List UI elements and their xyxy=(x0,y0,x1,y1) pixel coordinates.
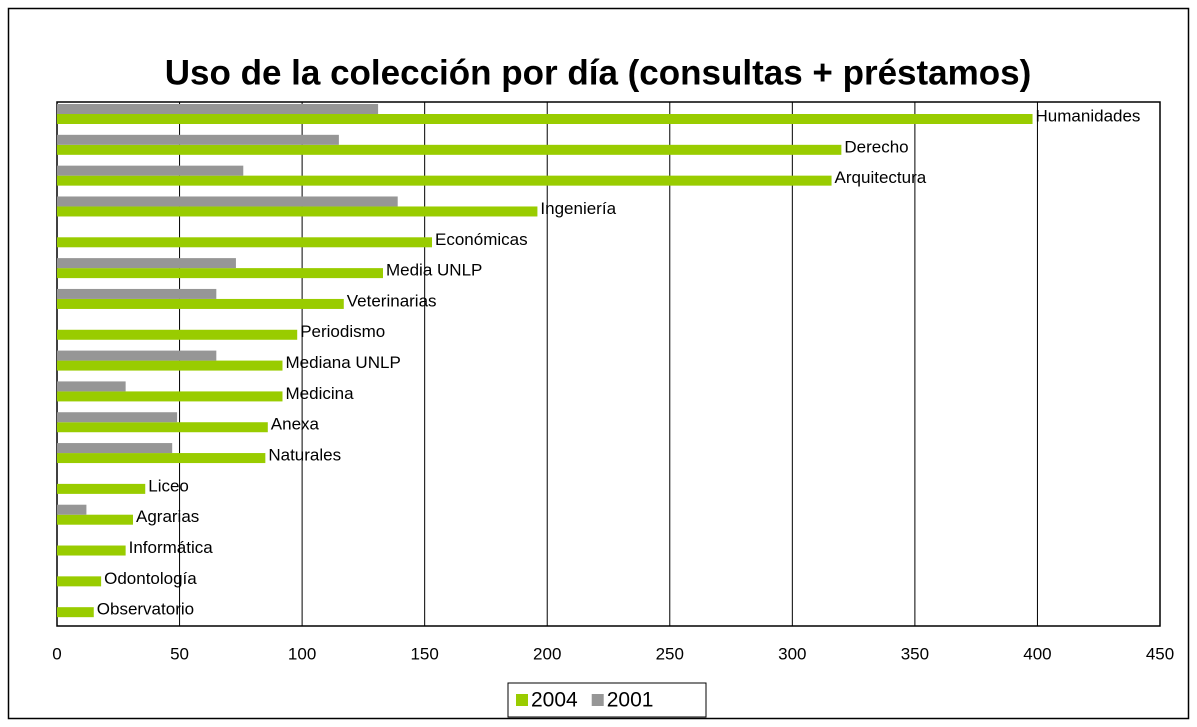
bar xyxy=(57,288,217,299)
category-label: Odontología xyxy=(104,569,197,588)
bar xyxy=(57,114,1033,124)
bar xyxy=(57,412,178,423)
x-tick-label: 450 xyxy=(1146,644,1174,663)
x-tick-label: 300 xyxy=(778,644,806,663)
x-tick-label: 400 xyxy=(1023,644,1051,663)
x-tick-label: 350 xyxy=(901,644,929,663)
bar xyxy=(57,329,298,340)
legend-swatch xyxy=(591,694,604,706)
bar xyxy=(57,381,126,392)
category-label: Anexa xyxy=(271,415,320,434)
chart-title: Uso de la colección por día (consultas +… xyxy=(165,53,1032,92)
legend-label: 2001 xyxy=(607,689,654,712)
category-label: Arquitectura xyxy=(835,168,927,187)
bar xyxy=(57,607,94,618)
x-tick-label: 150 xyxy=(410,644,438,663)
x-tick-label: 50 xyxy=(170,644,189,663)
bar xyxy=(57,443,173,454)
bar xyxy=(57,196,398,207)
category-label: Naturales xyxy=(268,446,341,465)
bar xyxy=(57,104,379,114)
bar xyxy=(57,144,842,155)
category-label: Medicina xyxy=(286,384,355,403)
bar xyxy=(57,504,87,515)
category-label: Agrarias xyxy=(136,507,199,526)
x-tick-label: 200 xyxy=(533,644,561,663)
category-label: Ingeniería xyxy=(540,199,616,218)
bar xyxy=(57,422,268,433)
category-label: Periodismo xyxy=(300,322,385,341)
bar xyxy=(57,483,146,494)
category-label: Derecho xyxy=(844,137,908,156)
category-label: Humanidades xyxy=(1036,106,1141,125)
x-tick-label: 100 xyxy=(288,644,316,663)
bar xyxy=(57,175,832,186)
category-label: Liceo xyxy=(148,476,189,495)
bar xyxy=(57,545,126,556)
bar xyxy=(57,134,339,145)
bar xyxy=(57,298,344,309)
bar xyxy=(57,350,217,361)
legend-swatch xyxy=(516,694,528,706)
bar xyxy=(57,258,236,269)
bar xyxy=(57,268,383,279)
x-tick-label: 250 xyxy=(656,644,684,663)
bar xyxy=(57,391,283,402)
legend-label: 2004 xyxy=(531,689,578,712)
category-label: Económicas xyxy=(435,230,528,249)
bar xyxy=(57,206,538,217)
bar xyxy=(57,576,102,587)
category-label: Media UNLP xyxy=(386,261,482,280)
category-label: Mediana UNLP xyxy=(286,353,401,372)
category-label: Informática xyxy=(129,538,214,557)
category-label: Observatorio xyxy=(97,600,194,619)
bar xyxy=(57,237,433,248)
bar xyxy=(57,360,283,371)
bar xyxy=(57,514,133,525)
legend-box xyxy=(507,682,707,718)
category-label: Veterinarias xyxy=(347,291,437,310)
bar xyxy=(57,165,244,176)
bar xyxy=(57,453,266,464)
x-tick-label: 0 xyxy=(52,644,61,663)
